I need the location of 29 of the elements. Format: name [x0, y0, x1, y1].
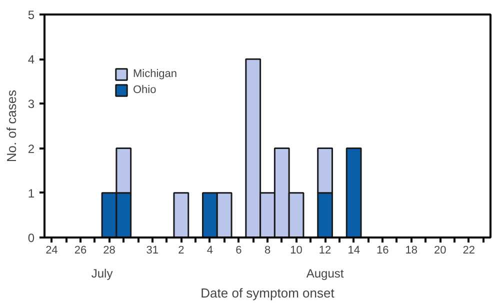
legend-label: Michigan — [133, 68, 178, 80]
x-tick-label: 10 — [290, 244, 302, 256]
x-tick-label: 16 — [376, 244, 389, 256]
legend-label: Ohio — [133, 84, 156, 96]
x-tick-label: 6 — [236, 244, 242, 256]
x-tick-label: 28 — [103, 244, 116, 256]
y-tick-label: 2 — [28, 142, 35, 156]
x-tick-label: 8 — [264, 244, 271, 256]
y-axis-title: No. of cases — [4, 89, 19, 162]
x-tick-label: 2 — [178, 244, 184, 256]
y-tick-label: 4 — [28, 52, 35, 67]
x-tick-label: 24 — [46, 244, 58, 256]
x-tick-label: 20 — [434, 244, 446, 256]
y-tick-label: 1 — [28, 186, 35, 200]
x-tick-label: 22 — [462, 244, 476, 256]
x-tick-label: 18 — [405, 244, 418, 256]
text: July — [91, 266, 113, 280]
x-tick-label: 4 — [206, 244, 214, 256]
text: August — [306, 266, 344, 280]
bar — [346, 148, 362, 238]
y-tick-label: 0 — [28, 231, 35, 245]
x-tick-label: 31 — [146, 244, 159, 256]
x-tick-label: 26 — [74, 244, 87, 256]
y-tick-label: 5 — [28, 8, 35, 22]
x-tick-label: 14 — [348, 244, 360, 256]
y-tick-label: 3 — [28, 97, 35, 112]
bar — [173, 192, 190, 238]
x-tick-label: 12 — [318, 244, 332, 256]
x-axis-title: Date of symptom onset — [200, 286, 335, 300]
